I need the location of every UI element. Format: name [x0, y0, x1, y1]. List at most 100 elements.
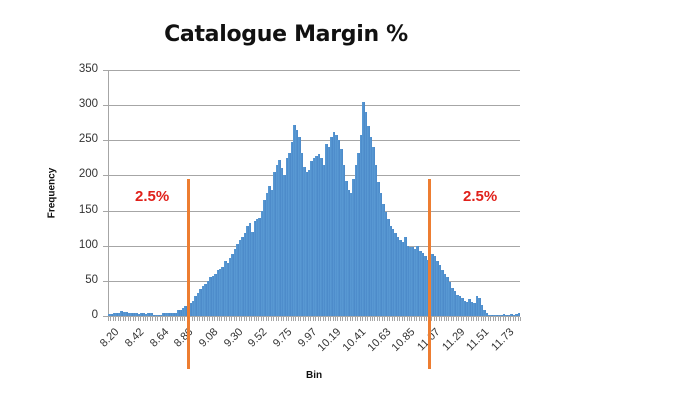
histogram-bar: [312, 157, 316, 316]
histogram-bar: [268, 185, 272, 316]
x-tick-mark: [157, 317, 159, 321]
x-tick-mark: [359, 317, 361, 321]
x-tick-mark: [135, 317, 137, 321]
x-tick-mark: [334, 317, 336, 321]
histogram-bar: [135, 313, 138, 316]
histogram-bar: [132, 313, 136, 316]
x-tick-mark: [300, 317, 302, 321]
histogram-bar: [211, 275, 215, 316]
x-tick-mark: [374, 317, 376, 321]
x-tick-mark: [327, 317, 329, 321]
histogram-bar: [117, 312, 121, 316]
x-axis-label: Bin: [306, 370, 323, 381]
histogram-bar: [152, 314, 156, 316]
histogram-bar: [460, 298, 464, 316]
histogram-bar: [130, 312, 133, 316]
x-tick-mark: [122, 317, 124, 321]
histogram-bar: [408, 247, 412, 316]
x-tick-mark: [381, 317, 383, 321]
x-tick-mark: [436, 317, 438, 321]
histogram-bar: [221, 266, 225, 316]
histogram-bar: [310, 161, 314, 316]
x-tick-mark: [260, 317, 262, 321]
x-tick-mark: [517, 317, 519, 321]
histogram-bar: [295, 129, 299, 316]
histogram-bar: [475, 296, 479, 316]
histogram-bar: [201, 286, 205, 316]
x-tick-mark: [448, 317, 450, 321]
upper-2.5-percentile-line: [428, 179, 431, 369]
y-tick-mark: [103, 245, 108, 247]
x-tick-mark: [209, 317, 211, 321]
y-tick-mark: [103, 175, 108, 177]
x-tick-mark: [497, 317, 499, 321]
histogram-bar: [179, 309, 183, 316]
histogram-bar: [465, 301, 469, 316]
x-tick-mark: [214, 317, 216, 321]
x-tick-mark: [305, 317, 307, 321]
x-tick-label: 11.51: [464, 326, 492, 354]
histogram-bar: [238, 240, 242, 316]
x-tick-mark: [241, 317, 243, 321]
histogram-bar: [463, 300, 467, 316]
x-tick-mark: [223, 317, 225, 321]
x-tick-mark: [438, 317, 440, 321]
histogram-bar: [120, 311, 124, 316]
x-tick-label: 10.41: [340, 326, 369, 354]
x-tick-mark: [236, 317, 238, 321]
histogram-bar: [260, 210, 264, 316]
x-tick-mark: [182, 317, 183, 321]
x-tick-mark: [270, 317, 272, 321]
y-tick-mark: [103, 140, 108, 142]
x-tick-mark: [278, 317, 280, 321]
x-tick-mark: [507, 317, 509, 321]
x-tick-mark: [226, 317, 228, 321]
histogram-bar: [445, 277, 449, 316]
histogram-bar: [317, 154, 321, 316]
x-tick-mark: [295, 317, 297, 321]
histogram-bar: [320, 157, 323, 316]
x-tick-mark: [349, 317, 351, 321]
histogram-bar: [302, 167, 306, 316]
histogram-bar: [512, 314, 516, 316]
histogram-bar: [490, 314, 494, 316]
x-tick-mark: [275, 317, 277, 321]
histogram-bar: [495, 314, 499, 316]
histogram-bar: [391, 228, 395, 316]
x-tick-mark: [233, 317, 235, 321]
histogram-bar: [285, 157, 289, 316]
histogram-bar: [263, 200, 267, 316]
x-tick-mark: [194, 317, 196, 321]
histogram-bar: [362, 101, 365, 316]
histogram-bar: [349, 193, 353, 316]
chart-title-text: Catalogue Margin %: [164, 22, 408, 47]
histogram-bar: [157, 314, 161, 316]
x-tick-mark: [502, 317, 504, 321]
histogram-bar: [147, 313, 151, 316]
histogram-bar: [332, 131, 336, 316]
histogram-bar: [448, 282, 452, 316]
x-tick-mark: [317, 317, 319, 321]
x-tick-mark: [332, 317, 334, 321]
histogram-bar: [381, 203, 385, 316]
x-tick-mark: [132, 317, 134, 321]
histogram-bar: [376, 182, 380, 316]
x-tick-mark: [174, 317, 176, 321]
histogram-bar: [354, 164, 358, 316]
x-tick-mark: [302, 317, 304, 321]
x-tick-mark: [485, 317, 487, 321]
histogram-bar: [367, 126, 370, 316]
x-tick-label: 9.08: [196, 326, 221, 350]
x-tick-mark: [191, 317, 193, 321]
histogram-bar: [413, 248, 417, 316]
x-tick-mark: [354, 317, 356, 321]
y-tick-label: 50: [85, 273, 98, 286]
x-tick-label: 8.86: [172, 326, 196, 350]
histogram-bar: [458, 296, 462, 316]
histogram-bar: [500, 314, 504, 316]
histogram-bar: [265, 193, 269, 316]
histogram-bar: [389, 226, 392, 316]
histogram-bar: [256, 219, 259, 316]
x-tick-mark: [367, 317, 369, 321]
x-tick-mark: [396, 317, 398, 321]
